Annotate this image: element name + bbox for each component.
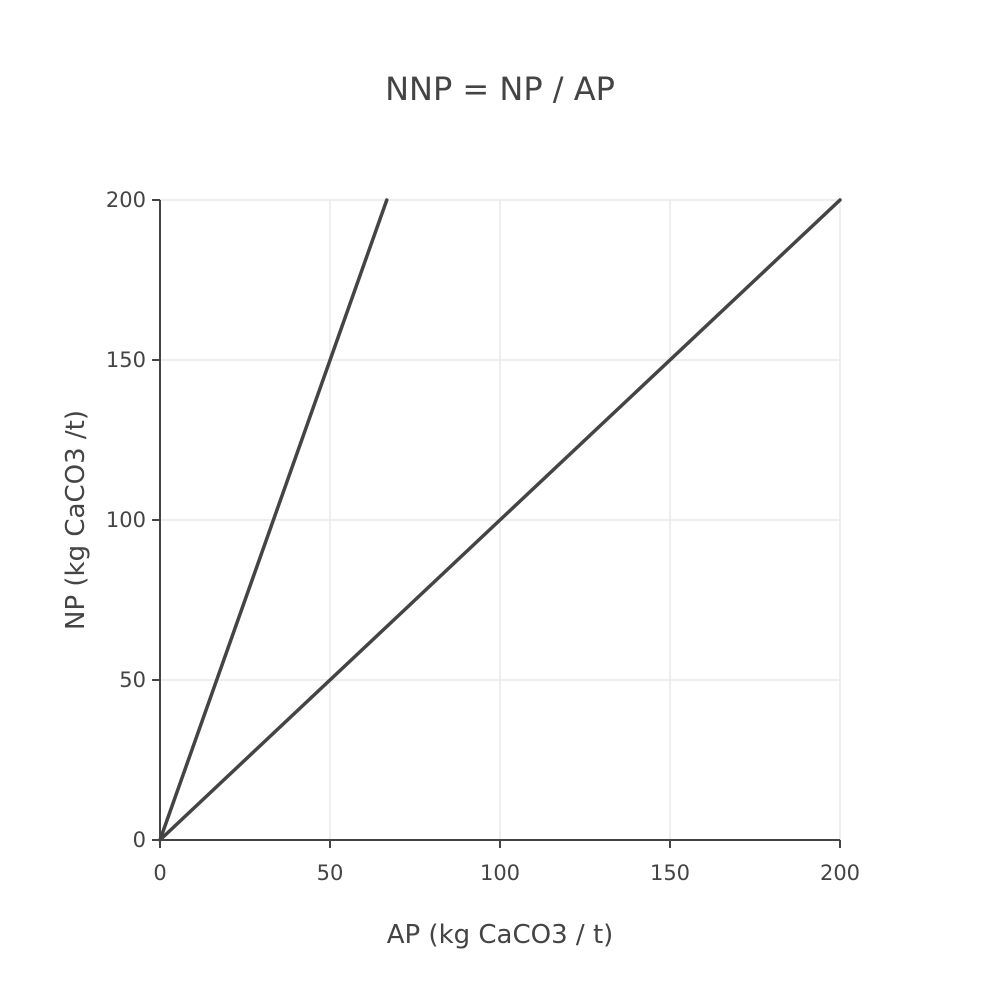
- ticks: 0 50 100 150 200 0 50 100 150 200: [106, 188, 860, 885]
- x-tick-label: 150: [650, 861, 690, 885]
- x-tick-label: 200: [820, 861, 860, 885]
- x-tick-label: 50: [317, 861, 344, 885]
- y-tick-label: 100: [106, 508, 146, 532]
- series-line-2: [158, 198, 842, 842]
- x-tick-label: 0: [153, 861, 166, 885]
- x-tick-label: 100: [480, 861, 520, 885]
- y-tick-label: 0: [133, 828, 146, 852]
- series-group: [158, 198, 842, 842]
- y-tick-label: 150: [106, 348, 146, 372]
- series-line-1: [158, 198, 389, 842]
- x-axis-label: AP (kg CaCO3 / t): [387, 920, 614, 950]
- chart-title: NNP = NP / AP: [385, 70, 615, 108]
- y-tick-label: 50: [119, 668, 146, 692]
- y-axis-label: NP (kg CaCO3 /t): [61, 410, 91, 630]
- y-tick-label: 200: [106, 188, 146, 212]
